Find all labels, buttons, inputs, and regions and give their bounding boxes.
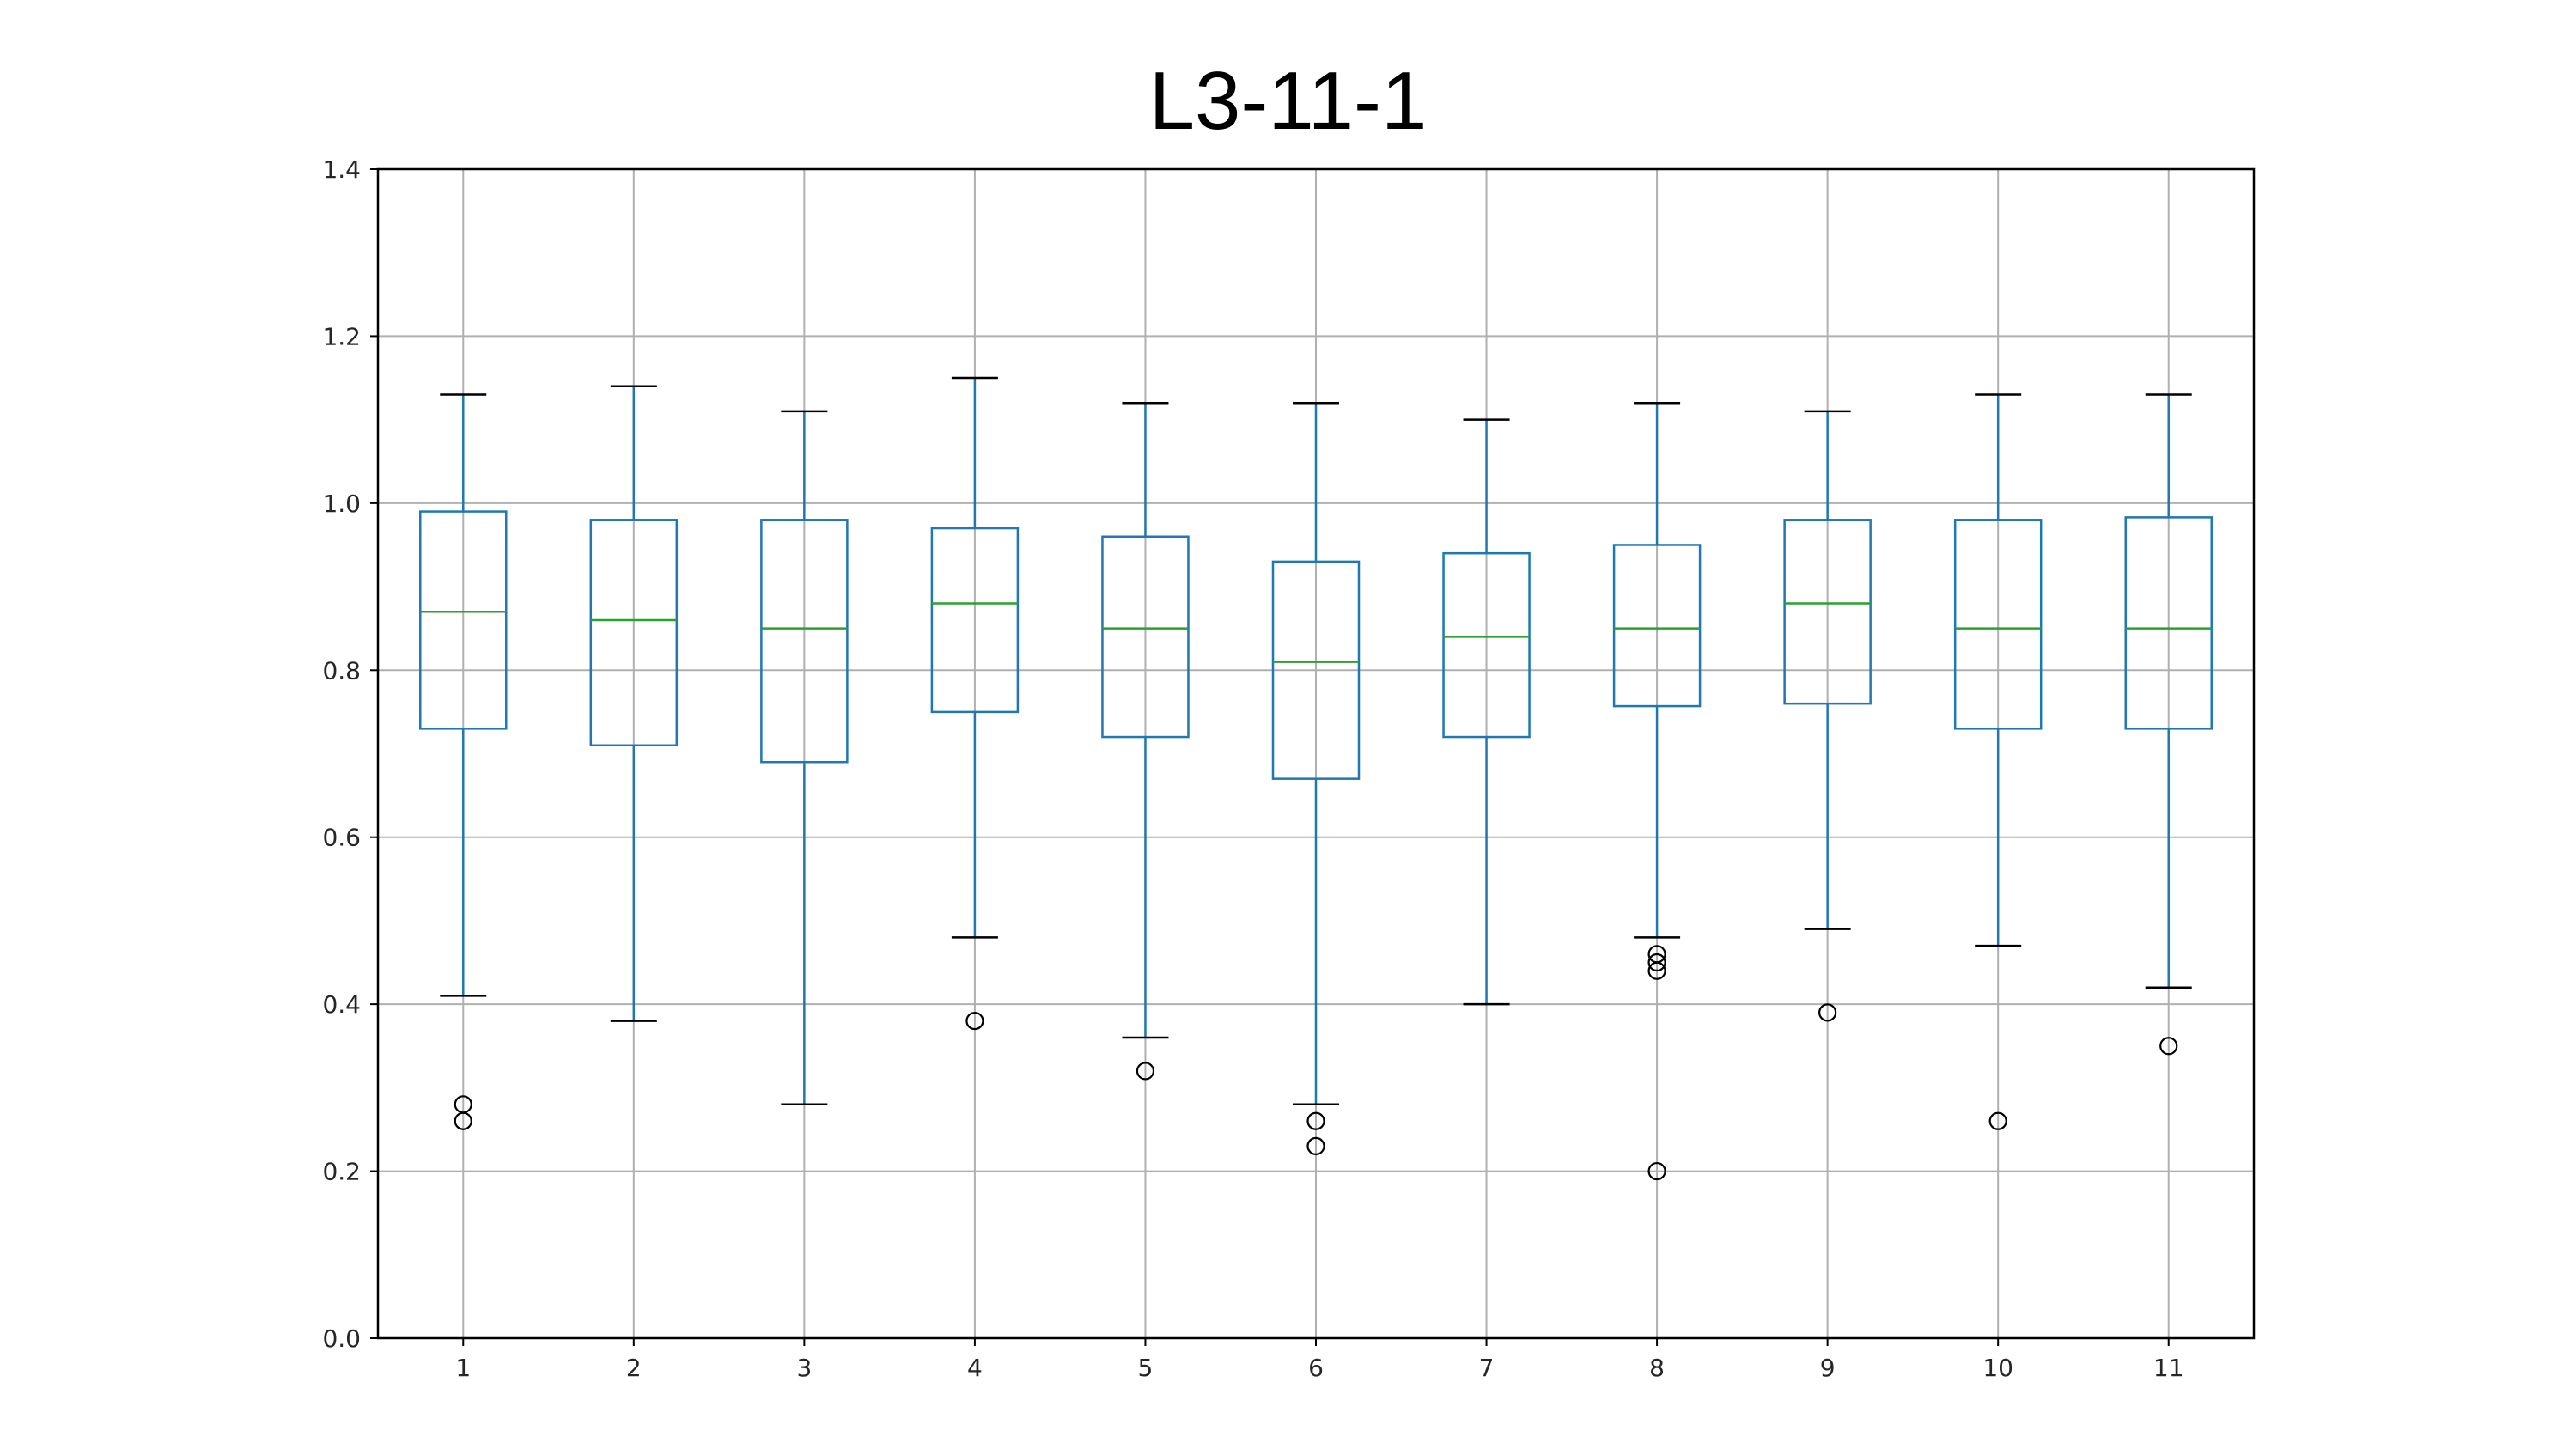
iqr-box [930,527,1020,714]
iqr-box [1271,560,1361,780]
iqr-box [1953,519,2043,730]
box-group-8 [1612,401,1702,1181]
iqr-box [419,510,508,730]
chart-title: L3-11-1 [1148,55,1428,147]
iqr-box [589,519,679,747]
plot-frame [376,167,2256,1340]
y-tick-label: 1.0 [322,490,361,518]
outlier-point [1306,1111,1325,1130]
outlier-point [965,1011,984,1031]
box-series [419,376,2213,1181]
box-group-5 [1101,401,1190,1081]
outlier-point [1647,953,1666,972]
box-group-11 [2124,393,2213,1056]
x-tick-label: 9 [1820,1354,1836,1382]
iqr-box [760,519,849,764]
y-tick-label: 0.4 [322,990,361,1019]
x-tick-label: 3 [796,1354,812,1382]
iqr-box [2124,516,2213,730]
iqr-box [1101,535,1190,739]
outlier-point [2159,1037,2178,1056]
x-tick-label: 11 [2153,1354,2184,1382]
outlier-point [1647,961,1666,980]
outlier-point [1647,1161,1666,1181]
y-tick-label: 0.6 [322,824,361,852]
x-tick-label: 5 [1138,1354,1154,1382]
grid-lines [378,168,2254,1339]
box-group-9 [1783,410,1872,1022]
outlier-point [1306,1136,1325,1156]
y-tick-label: 0.8 [322,656,361,685]
x-tick-label: 10 [1982,1354,2013,1382]
box-group-10 [1953,393,2043,1130]
box-group-4 [930,376,1020,1031]
box-group-6 [1271,401,1361,1156]
iqr-box [1783,519,1872,705]
y-tick-label: 0.2 [322,1158,361,1186]
y-tick-label: 1.2 [322,322,361,350]
box-group-7 [1442,418,1531,1006]
x-tick-label: 1 [455,1354,471,1382]
box-group-2 [589,385,679,1022]
x-tick-label: 6 [1308,1354,1324,1382]
x-tick-label: 4 [967,1354,983,1382]
iqr-box [1442,551,1531,739]
outlier-point [1988,1111,2007,1130]
box-group-3 [760,410,849,1106]
y-tick-label: 0.0 [322,1324,361,1353]
outlier-point [1818,1003,1837,1022]
outlier-point [1136,1062,1155,1081]
iqr-box [1612,544,1702,708]
x-tick-label: 2 [626,1354,642,1382]
box-group-1 [419,393,508,1130]
y-tick-label: 1.4 [322,155,361,184]
x-tick-label: 8 [1649,1354,1665,1382]
x-tick-label: 7 [1479,1354,1495,1382]
axes: 0.0 0.2 0.4 0.6 0.8 1.0 1.2 1.4 1 2 3 4 5 6 7 8 9 10 11 [322,155,2256,1382]
outlier-point [454,1111,472,1130]
